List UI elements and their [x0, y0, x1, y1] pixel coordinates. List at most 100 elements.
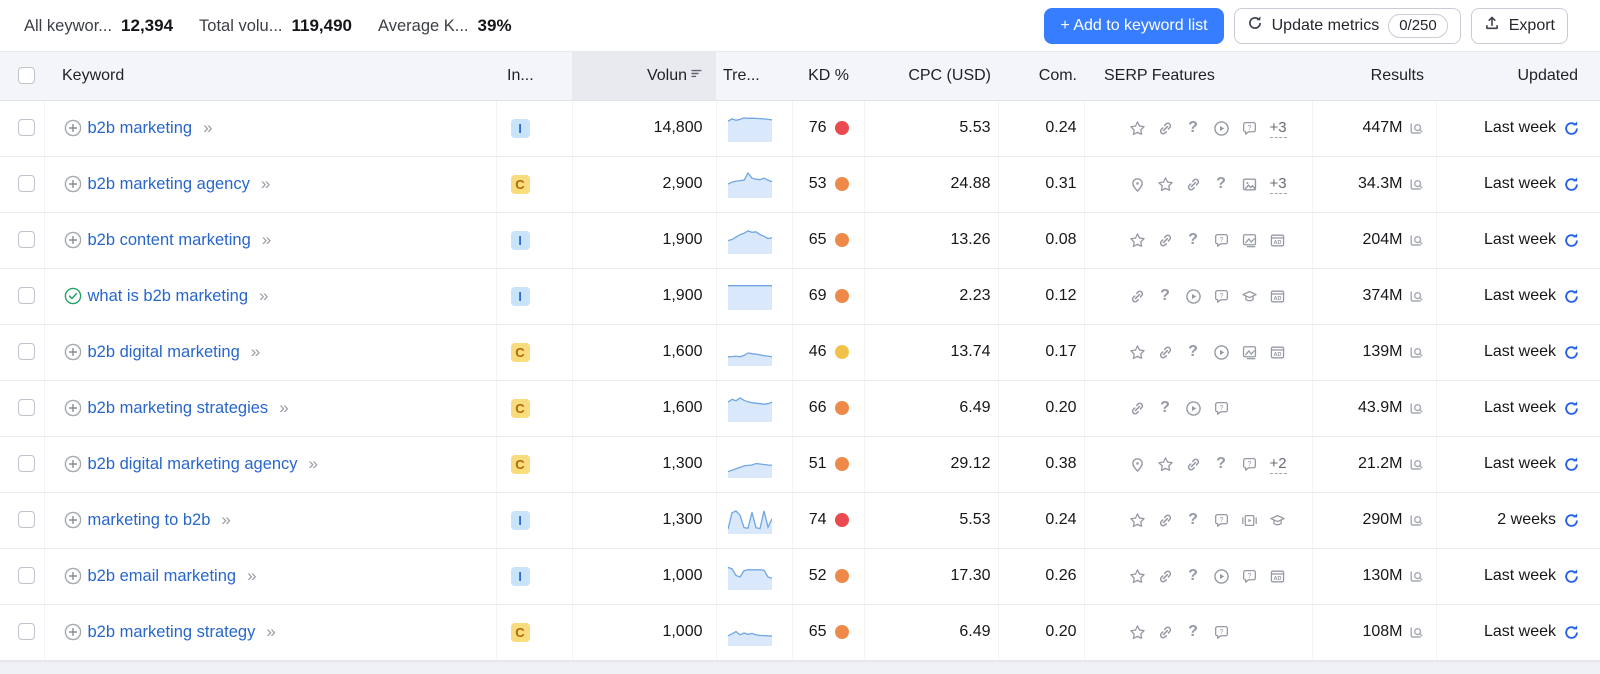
- keywords-table: Keyword In... Volun Tre... KD % CPC (USD…: [0, 52, 1600, 661]
- link-icon: [1157, 232, 1174, 249]
- column-header-volume[interactable]: Volun: [572, 52, 716, 101]
- row-checkbox[interactable]: [18, 175, 35, 193]
- serp-more-label[interactable]: +2: [1269, 454, 1287, 474]
- double-chevron-icon[interactable]: »: [308, 454, 319, 473]
- add-keyword-icon[interactable]: [63, 342, 83, 362]
- row-checkbox[interactable]: [18, 399, 35, 417]
- volume-value: 1,300: [572, 492, 717, 549]
- double-chevron-icon[interactable]: »: [260, 174, 271, 193]
- keyword-link[interactable]: what is b2b marketing: [87, 286, 249, 305]
- keyword-added-icon[interactable]: [63, 286, 83, 306]
- column-header-trend[interactable]: Tre...: [716, 52, 792, 101]
- serp-preview-icon[interactable]: [1408, 567, 1426, 585]
- add-keyword-icon[interactable]: [63, 566, 83, 586]
- row-checkbox[interactable]: [18, 623, 35, 641]
- serp-features: ?? AD: [1085, 567, 1312, 585]
- serp-more-label[interactable]: +3: [1269, 118, 1287, 138]
- serp-preview-icon[interactable]: [1408, 623, 1426, 641]
- serp-preview-icon[interactable]: [1408, 175, 1426, 193]
- serp-preview-icon[interactable]: [1408, 119, 1426, 137]
- column-header-updated[interactable]: Updated: [1436, 52, 1600, 101]
- double-chevron-icon[interactable]: »: [203, 118, 213, 137]
- intent-badge: C: [510, 454, 530, 474]
- row-checkbox[interactable]: [18, 343, 35, 361]
- double-chevron-icon[interactable]: »: [247, 566, 257, 585]
- row-checkbox[interactable]: [18, 567, 35, 585]
- add-keyword-icon[interactable]: [63, 230, 83, 250]
- link-icon: [1157, 120, 1174, 137]
- refresh-metrics-icon[interactable]: [1563, 568, 1580, 585]
- serp-preview-icon[interactable]: [1408, 343, 1426, 361]
- refresh-metrics-icon[interactable]: [1563, 288, 1580, 305]
- serp-preview-icon[interactable]: [1408, 455, 1426, 473]
- kd-level-dot: [834, 177, 849, 191]
- volume-value: 2,900: [572, 156, 717, 213]
- row-checkbox[interactable]: [18, 287, 35, 305]
- results-value: 204M: [1362, 231, 1403, 248]
- double-chevron-icon[interactable]: »: [259, 286, 269, 305]
- competition-value: 0.38: [998, 436, 1085, 493]
- add-keyword-icon[interactable]: [63, 622, 83, 642]
- double-chevron-icon[interactable]: »: [261, 230, 272, 249]
- trend-sparkline: [727, 114, 772, 142]
- refresh-metrics-icon[interactable]: [1563, 344, 1580, 361]
- double-chevron-icon[interactable]: »: [250, 342, 261, 361]
- refresh-metrics-icon[interactable]: [1563, 512, 1580, 529]
- export-button[interactable]: Export: [1470, 7, 1568, 44]
- image-alt-icon: [1241, 344, 1258, 361]
- serp-preview-icon[interactable]: [1408, 511, 1426, 529]
- keyword-link[interactable]: b2b marketing: [87, 118, 193, 137]
- row-checkbox[interactable]: [18, 119, 35, 137]
- double-chevron-icon[interactable]: »: [221, 510, 231, 529]
- double-chevron-icon[interactable]: »: [279, 398, 289, 417]
- table-row: b2b digital marketing » C 1,600 46 13.74…: [0, 324, 1600, 381]
- add-to-keyword-list-button[interactable]: + Add to keyword list: [1044, 7, 1224, 44]
- cap-icon: [1269, 512, 1286, 529]
- refresh-metrics-icon[interactable]: [1563, 120, 1580, 137]
- keyword-link[interactable]: b2b digital marketing: [87, 342, 240, 361]
- refresh-metrics-icon[interactable]: [1563, 232, 1580, 249]
- question-icon: ?: [1188, 511, 1198, 528]
- keyword-link[interactable]: b2b marketing strategies: [87, 398, 269, 417]
- column-header-keyword[interactable]: Keyword: [44, 52, 496, 101]
- row-checkbox[interactable]: [18, 455, 35, 473]
- double-chevron-icon[interactable]: »: [266, 622, 276, 641]
- refresh-metrics-icon[interactable]: [1563, 456, 1580, 473]
- serp-more-label[interactable]: +3: [1269, 174, 1287, 194]
- star-icon: [1129, 120, 1146, 137]
- keyword-link[interactable]: b2b content marketing: [87, 230, 251, 249]
- competition-value: 0.24: [998, 492, 1085, 549]
- refresh-metrics-icon[interactable]: [1563, 400, 1580, 417]
- refresh-metrics-icon[interactable]: [1563, 624, 1580, 641]
- svg-text:?: ?: [1247, 124, 1251, 131]
- keyword-link[interactable]: b2b email marketing: [87, 566, 237, 585]
- serp-features: ??: [1085, 399, 1312, 417]
- keyword-link[interactable]: b2b marketing strategy: [87, 622, 256, 641]
- keyword-link[interactable]: marketing to b2b: [87, 510, 211, 529]
- serp-preview-icon[interactable]: [1408, 231, 1426, 249]
- row-checkbox[interactable]: [18, 231, 35, 249]
- column-header-serp-features[interactable]: SERP Features: [1084, 52, 1312, 101]
- refresh-icon: [1247, 15, 1263, 36]
- serp-preview-icon[interactable]: [1408, 287, 1426, 305]
- refresh-metrics-icon[interactable]: [1563, 176, 1580, 193]
- column-header-cpc[interactable]: CPC (USD): [864, 52, 998, 101]
- add-keyword-icon[interactable]: [63, 398, 83, 418]
- column-header-kd[interactable]: KD %: [792, 52, 864, 101]
- intent-badge: I: [510, 566, 530, 586]
- column-header-results[interactable]: Results: [1312, 52, 1436, 101]
- select-all-checkbox[interactable]: [18, 67, 35, 85]
- keyword-link[interactable]: b2b marketing agency: [87, 174, 250, 193]
- update-metrics-button[interactable]: Update metrics 0/250: [1233, 7, 1461, 44]
- column-header-competition[interactable]: Com.: [998, 52, 1084, 101]
- image-alt-icon: [1241, 232, 1258, 249]
- add-keyword-icon[interactable]: [63, 454, 83, 474]
- column-header-intent[interactable]: In...: [496, 52, 572, 101]
- add-keyword-icon[interactable]: [63, 174, 83, 194]
- add-keyword-icon[interactable]: [63, 510, 83, 530]
- keyword-link[interactable]: b2b digital marketing agency: [87, 454, 298, 473]
- add-keyword-icon[interactable]: [63, 118, 83, 138]
- row-checkbox[interactable]: [18, 511, 35, 529]
- serp-preview-icon[interactable]: [1408, 399, 1426, 417]
